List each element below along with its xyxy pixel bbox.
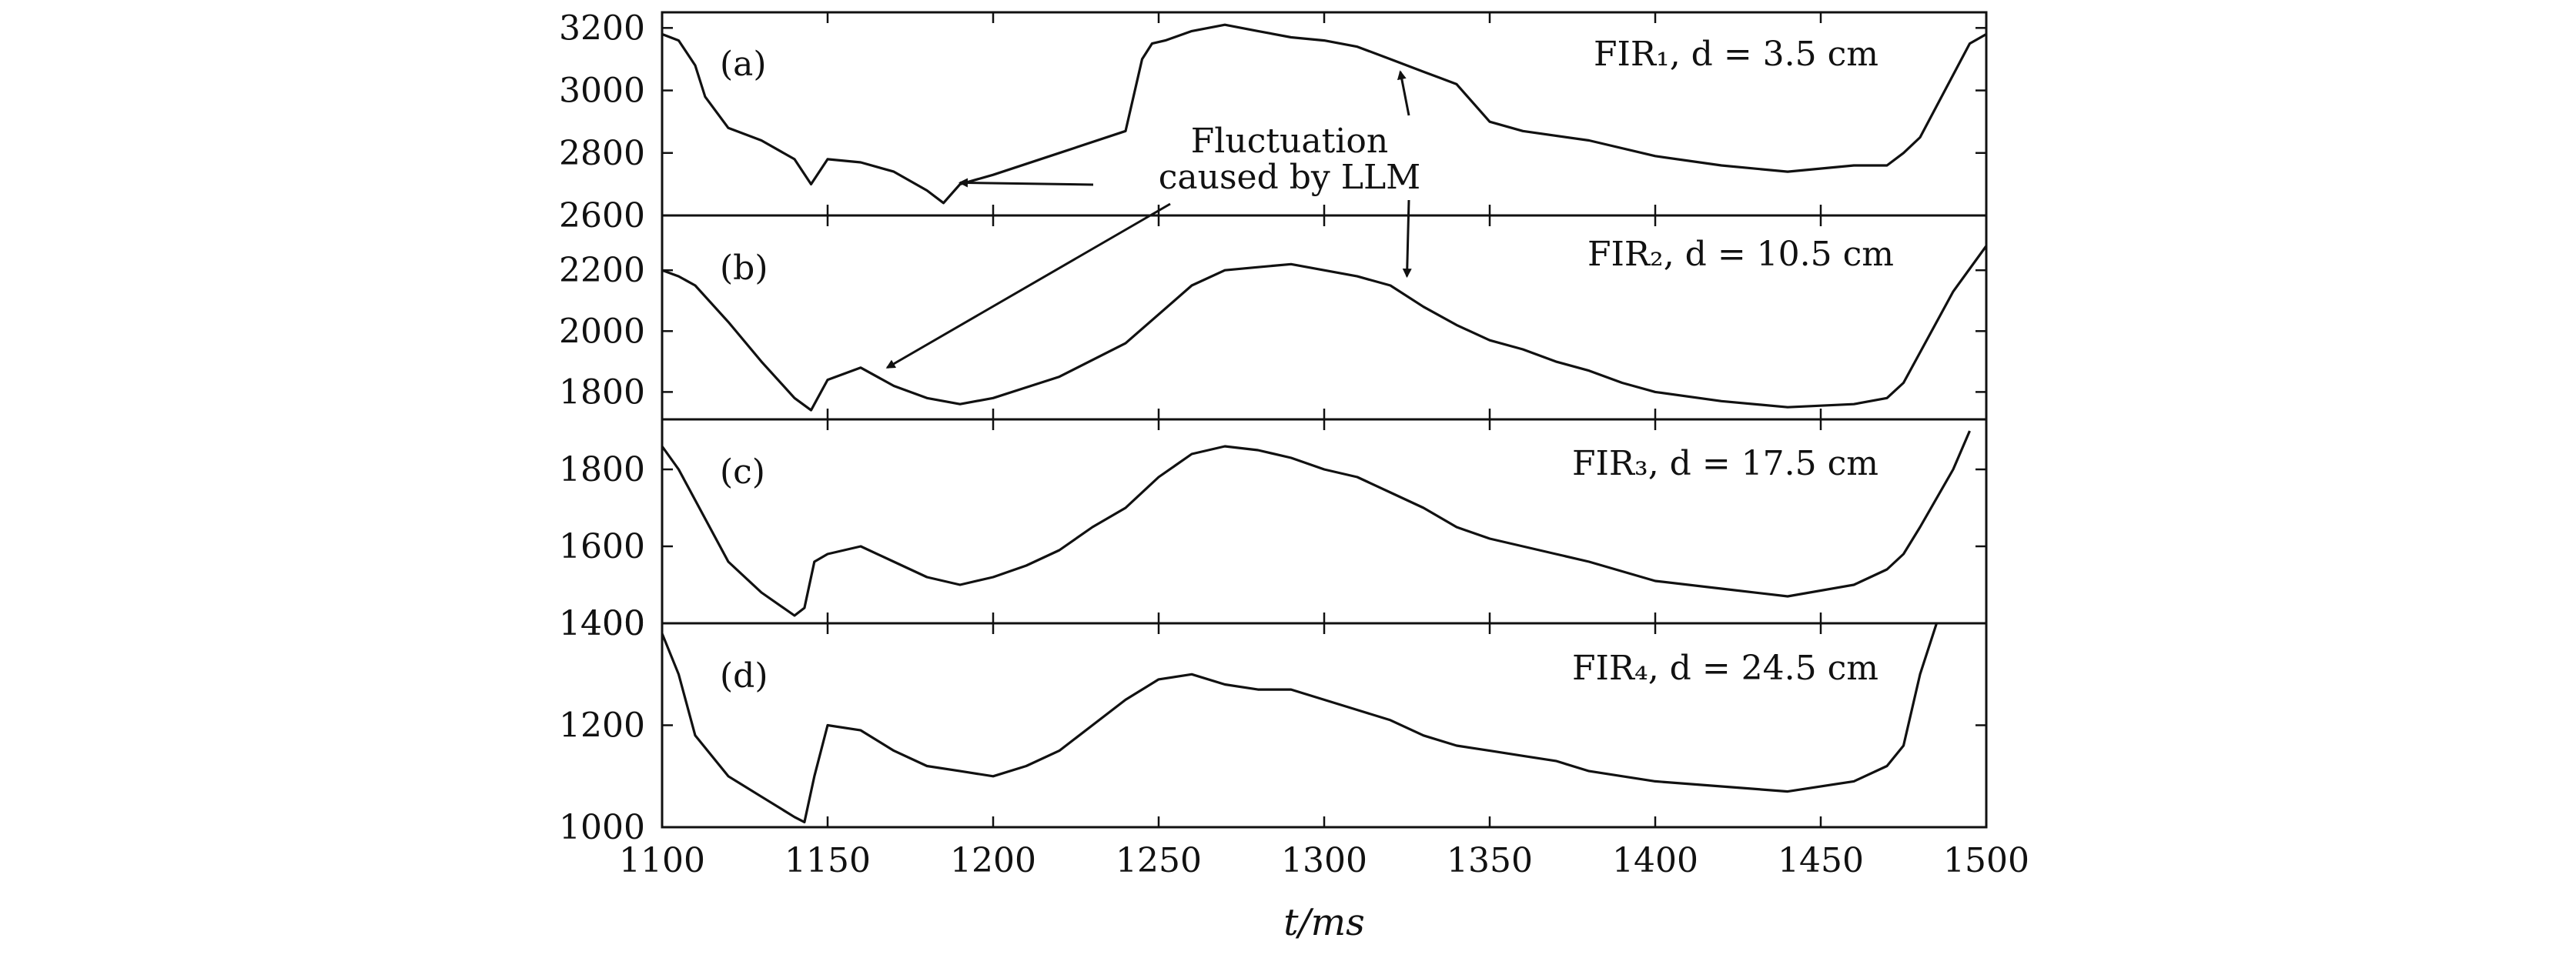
x-tick-label: 1350 <box>1447 841 1533 880</box>
y-tick-label: 1800 <box>559 450 645 489</box>
y-tick-label: 2000 <box>559 312 645 351</box>
annotation-arrow <box>885 202 1171 369</box>
panel-a: 2600 2800 3000 3200 (a) FIR₁, d = 3.5 cm <box>559 8 1988 235</box>
panel-tag: (a) <box>720 45 767 84</box>
series-label: FIR₄, d = 24.5 cm <box>1572 649 1878 688</box>
x-tick-label: 1300 <box>1281 841 1367 880</box>
y-tick-label: 1000 <box>559 808 645 847</box>
panels-layer: 2600 2800 3000 3200 (a) FIR₁, d = 3.5 cm 1800 2… <box>559 8 1988 847</box>
y-tick-label: 3000 <box>559 72 645 111</box>
panel-tag: (b) <box>720 249 768 288</box>
series-label: FIR₃, d = 17.5 cm <box>1572 444 1878 483</box>
y-tick-label: 1600 <box>559 527 645 566</box>
panel-b: 1800 2000 2200 (b) FIR₂, d = 10.5 cm <box>559 214 1988 421</box>
series-line <box>662 23 1986 205</box>
x-axis: 1100 1150 1200 1250 1300 1350 1400 1450 1500 <box>619 841 2029 880</box>
panel-c: 1400 1600 1800 (c) FIR₃, d = 17.5 cm <box>559 418 1988 643</box>
y-tick-label: 2800 <box>559 134 645 173</box>
series-label: FIR₁, d = 3.5 cm <box>1594 35 1878 74</box>
series-line <box>662 430 1971 617</box>
x-tick-label: 1200 <box>950 841 1036 880</box>
y-tick-label: 1200 <box>559 706 645 746</box>
series-line <box>662 245 1986 412</box>
y-tick-label: 2200 <box>559 251 645 290</box>
annotation-arrow <box>1397 70 1410 116</box>
x-axis-label: t/ms <box>1283 901 1365 944</box>
panel-d: 1000 1200 1400 (d) FIR₄, d = 24.5 cm <box>559 604 1988 847</box>
y-tick-label: 3200 <box>559 8 645 48</box>
x-tick-label: 1400 <box>1612 841 1698 880</box>
x-tick-label: 1150 <box>785 841 871 880</box>
y-tick-label: 1800 <box>559 372 645 412</box>
panel-tag: (c) <box>720 452 765 492</box>
annotation-text-line2: caused by LLM <box>1159 158 1420 197</box>
x-tick-label: 1100 <box>619 841 705 880</box>
series-label: FIR₂, d = 10.5 cm <box>1587 235 1894 274</box>
annotation-arrow <box>1402 199 1412 279</box>
y-tick-label: 1400 <box>559 604 645 643</box>
annotation-layer: Fluctuation caused by LLM <box>885 70 1420 369</box>
annotation-arrow <box>958 178 1094 188</box>
annotation-text-line1: Fluctuation <box>1191 122 1388 161</box>
panel-tag: (d) <box>720 656 768 696</box>
series-line <box>662 623 1939 824</box>
x-tick-label: 1250 <box>1116 841 1202 880</box>
x-tick-label: 1500 <box>1943 841 2029 880</box>
x-tick-label: 1450 <box>1778 841 1864 880</box>
y-tick-label: 1400 <box>559 604 645 643</box>
y-tick-label: 2600 <box>559 196 645 235</box>
